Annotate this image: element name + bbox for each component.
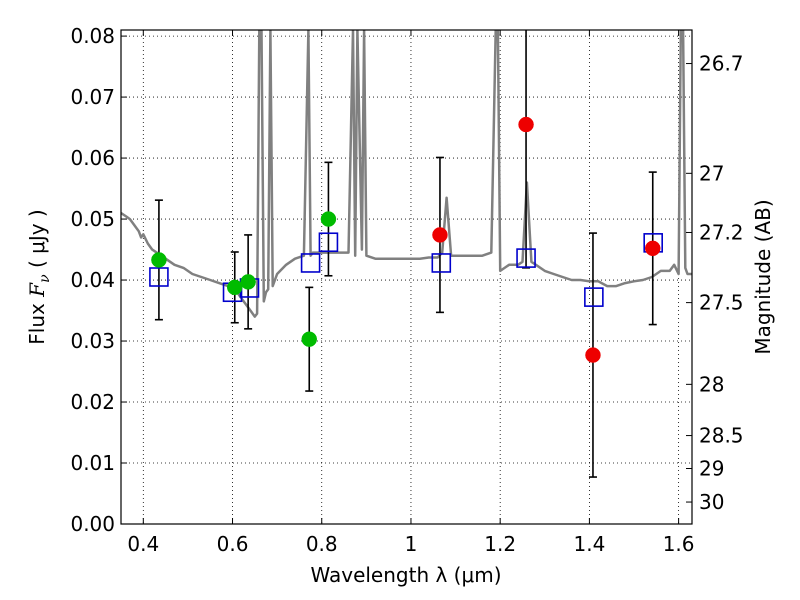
observed-flux-point <box>432 227 448 243</box>
y-tick-label: 0.00 <box>70 512 115 536</box>
model-photometry-square <box>584 287 604 307</box>
right-tick-label: 29 <box>699 457 724 481</box>
y-tick-label: 0.05 <box>70 207 115 231</box>
grid-lines <box>121 30 692 525</box>
observed-flux-point <box>518 116 534 133</box>
x-axis-title: Wavelength λ (μm) <box>310 563 501 587</box>
x-tick-label: 1.4 <box>573 532 605 556</box>
x-tick-label: 0.8 <box>306 532 338 556</box>
model-spectrum <box>121 30 692 318</box>
right-tick-label: 28 <box>699 372 724 396</box>
y-tick-label: 0.08 <box>70 24 115 48</box>
observed-flux-point <box>151 252 167 268</box>
y-tick-label: 0.06 <box>70 146 115 170</box>
y-axis-ticks: 0.00 0.01 0.02 0.03 0.04 0.05 0.06 0.07 0.08 <box>70 24 127 536</box>
y-tick-label: 0.07 <box>70 85 115 109</box>
x-tick-label: 1 <box>405 532 418 556</box>
right-tick-label: 27 <box>699 161 724 185</box>
x-tick-label: 1.6 <box>663 532 695 556</box>
model-photometry-square <box>431 253 452 273</box>
observed-flux-point <box>320 211 337 227</box>
model-photometry-square <box>149 267 169 287</box>
error-bars <box>154 30 657 478</box>
right-axis-ticks: 26.7 27 27.2 27.5 28 28.5 29 30 <box>686 52 744 514</box>
y-axis-title: Flux Fν ( μJy ) <box>25 209 53 344</box>
plot-frame <box>120 29 693 525</box>
x-tick-label: 1.2 <box>484 532 516 556</box>
right-tick-label: 28.5 <box>699 424 744 448</box>
y-tick-label: 0.03 <box>70 329 115 353</box>
x-axis-ticks: 0.4 0.6 0.8 1 1.2 1.4 1.6 <box>127 30 695 556</box>
right-axis-title: Magnitude (AB) <box>751 199 775 354</box>
observed-flux-point <box>644 240 661 257</box>
right-tick-label: 27.5 <box>699 291 744 315</box>
observed-flux-point <box>227 279 243 296</box>
data-markers <box>149 116 663 363</box>
y-tick-label: 0.04 <box>70 268 115 292</box>
y-tick-label: 0.01 <box>70 451 115 475</box>
model-photometry-square <box>300 253 321 273</box>
x-tick-label: 0.6 <box>217 532 249 556</box>
right-tick-label: 27.2 <box>699 220 744 244</box>
y-tick-label: 0.02 <box>70 390 115 414</box>
right-tick-label: 26.7 <box>699 52 744 76</box>
model-photometry-square <box>516 248 536 268</box>
observed-flux-point <box>585 347 601 363</box>
observed-flux-point <box>301 331 318 347</box>
model-photometry-square <box>318 232 339 253</box>
x-tick-label: 0.4 <box>127 532 159 556</box>
spectrum-line <box>121 30 692 318</box>
right-tick-label: 30 <box>699 490 724 514</box>
observed-flux-point <box>240 274 256 290</box>
